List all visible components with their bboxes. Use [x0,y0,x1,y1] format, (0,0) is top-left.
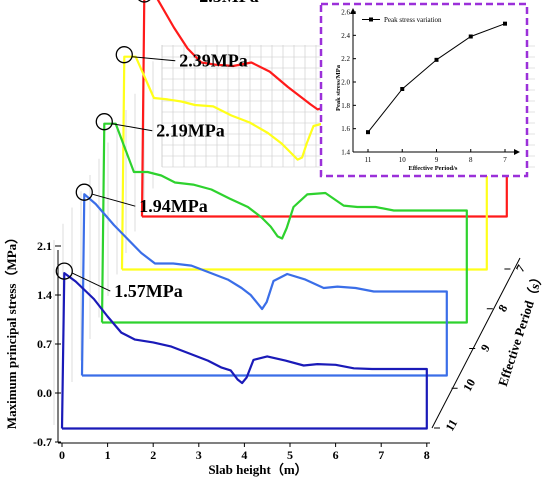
inset-x-tick-label: 7 [503,156,507,164]
inset-plot: 1.4 1.6 1.8 2.0 2.2 2.4 2.6 11 10 9 8 7 [341,8,520,164]
y-tick-label: 1.4 [37,288,52,302]
x-tick-label: 6 [333,448,339,462]
y-tick-label: 0.7 [37,337,52,351]
inset-x-axis-title: Effective Period/s [409,165,458,172]
z-axis-title: Effective Period（s） [495,269,546,388]
peak-arrow [72,272,111,292]
y-tick-label: -0.7 [33,435,52,449]
inset-frame [319,2,529,178]
inset-legend-label: Peak stress variation [384,16,442,24]
z-tick-label: 8 [495,302,510,314]
inset-y-tick-label: 1.6 [341,125,350,133]
inset-point [434,57,439,62]
peak-annotations: 1.57MPa 1.94MPa 2.19MPa 2.39MPa 2.5MPa [55,0,259,301]
peak-marker [55,262,73,280]
x-tick-label: 3 [196,448,202,462]
z-tick-label: 11 [442,417,460,434]
y-tick-label: 0.0 [37,386,52,400]
series-line-period-9 [100,122,468,324]
inset-point [400,87,405,91]
series-line-period-10 [80,193,448,377]
y-tick-label: 2.1 [37,239,52,253]
inset-legend-marker [369,17,373,22]
inset-x-tick-label: 10 [399,156,407,164]
peak-label-period-10: 1.94MPa [139,196,207,216]
inset-y-tick-label: 2.6 [341,9,350,17]
x-tick-label: 4 [241,448,247,462]
peak-label-period-9: 2.19MPa [156,121,224,141]
inset-point [366,130,370,135]
y-axis-title: Maximum principal stress（MPa） [4,231,19,429]
inset-x-tick-label: 9 [435,156,439,164]
inset-chart: 1.4 1.6 1.8 2.0 2.2 2.4 2.6 11 10 9 8 7 Effective P… [319,2,529,178]
z-tick-label: 9 [478,342,493,354]
peak-label-period-7: 2.5MPa [199,0,258,6]
x-tick-label: 5 [287,448,293,462]
inset-y-tick-label: 2.4 [341,32,350,40]
z-tick-label: 7 [513,262,528,274]
x-tick-label: 0 [59,448,65,462]
inset-y-axis-title: Peak stress/MPa [335,64,342,111]
peak-marker [75,183,93,201]
inset-y-tick-label: 2.2 [341,55,350,63]
peak-marker [115,46,133,64]
peak-marker [95,113,113,131]
inset-y-tick-label: 1.4 [341,149,350,157]
series-line-period-11 [60,272,428,430]
peak-arrow [92,193,136,207]
inset-y-tick-label: 2.0 [341,79,350,87]
x-tick-label: 2 [150,448,156,462]
x-tick-label: 8 [424,448,430,462]
inset-y-tick-label: 1.8 [341,102,350,110]
inset-point [468,34,473,39]
inset-point [503,21,507,26]
x-tick-label: 1 [105,448,111,462]
z-tick-label: 10 [460,376,478,393]
peak-marker [138,0,151,3]
peak-arrow [132,56,176,62]
inset-x-tick-label: 11 [365,156,372,164]
peak-arrow [112,123,153,132]
inset-x-tick-label: 8 [469,156,473,164]
peak-label-period-8: 2.39MPa [179,51,247,71]
x-tick-label: 7 [378,448,384,462]
x-axis-title: Slab height（m） [208,462,307,477]
peak-label-period-11: 1.57MPa [114,281,182,301]
